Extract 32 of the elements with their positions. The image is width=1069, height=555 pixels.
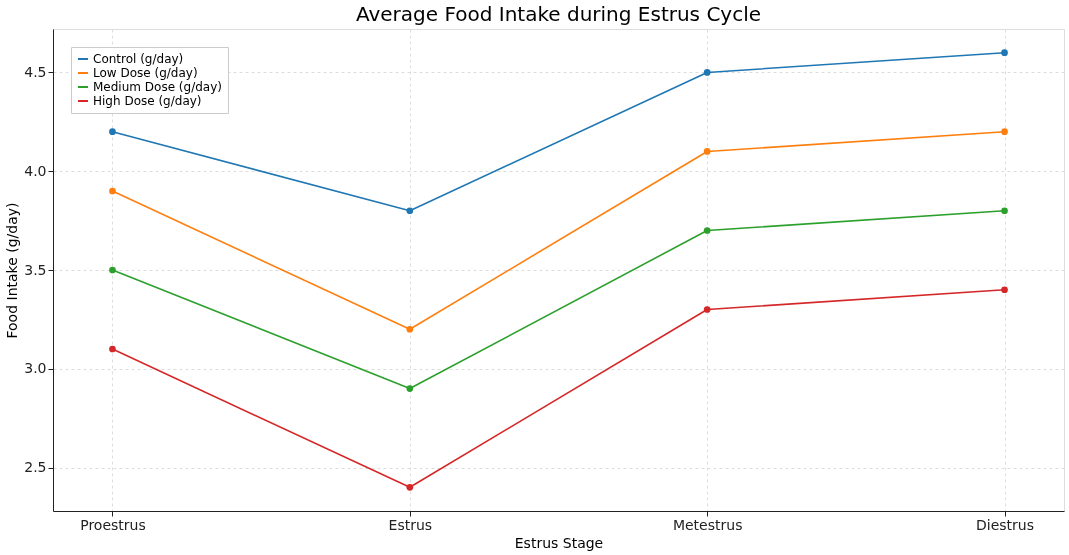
point — [406, 207, 414, 215]
point — [406, 483, 414, 491]
legend-label: High Dose (g/day) — [93, 94, 202, 108]
y-axis-title: Food Intake (g/day) — [4, 202, 21, 339]
point — [703, 306, 711, 313]
legend-label: Control (g/day) — [93, 52, 184, 66]
point — [703, 148, 711, 155]
x-tick-label: Diestrus — [976, 516, 1035, 533]
chart-title: Average Food Intake during Estrus Cycle — [355, 2, 762, 26]
y-tick-label: 4.0 — [24, 162, 47, 179]
x-tick-label: Metestrus — [672, 516, 743, 533]
y-tick-label: 2.5 — [24, 459, 47, 476]
legend-label: Low Dose (g/day) — [93, 66, 198, 80]
point — [406, 385, 414, 392]
point — [703, 69, 711, 76]
legend-label: Medium Dose (g/day) — [93, 80, 222, 94]
y-tick-label: 3.0 — [24, 360, 47, 377]
point — [703, 227, 711, 234]
point — [109, 266, 116, 274]
point — [1001, 49, 1008, 57]
point — [109, 345, 116, 353]
point — [109, 187, 116, 195]
point — [1001, 286, 1008, 294]
x-tick-label: Proestrus — [80, 516, 146, 533]
point — [1001, 128, 1008, 136]
point — [109, 128, 116, 136]
x-tick-label: Estrus — [388, 516, 433, 533]
point — [1001, 207, 1008, 215]
y-tick-label: 3.5 — [24, 261, 47, 278]
point — [406, 325, 414, 333]
y-tick-label: 4.5 — [24, 63, 47, 80]
x-axis-title: Estrus Stage — [514, 534, 604, 551]
